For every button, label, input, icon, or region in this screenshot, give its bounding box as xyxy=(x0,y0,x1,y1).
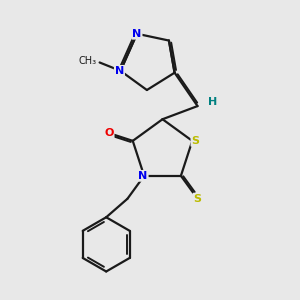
Text: S: S xyxy=(191,136,200,146)
Text: O: O xyxy=(104,128,114,138)
Text: N: N xyxy=(139,171,148,181)
Text: N: N xyxy=(132,29,142,39)
Text: S: S xyxy=(194,194,202,204)
Text: N: N xyxy=(115,66,124,76)
Text: CH₃: CH₃ xyxy=(78,56,97,66)
Text: H: H xyxy=(208,97,217,107)
